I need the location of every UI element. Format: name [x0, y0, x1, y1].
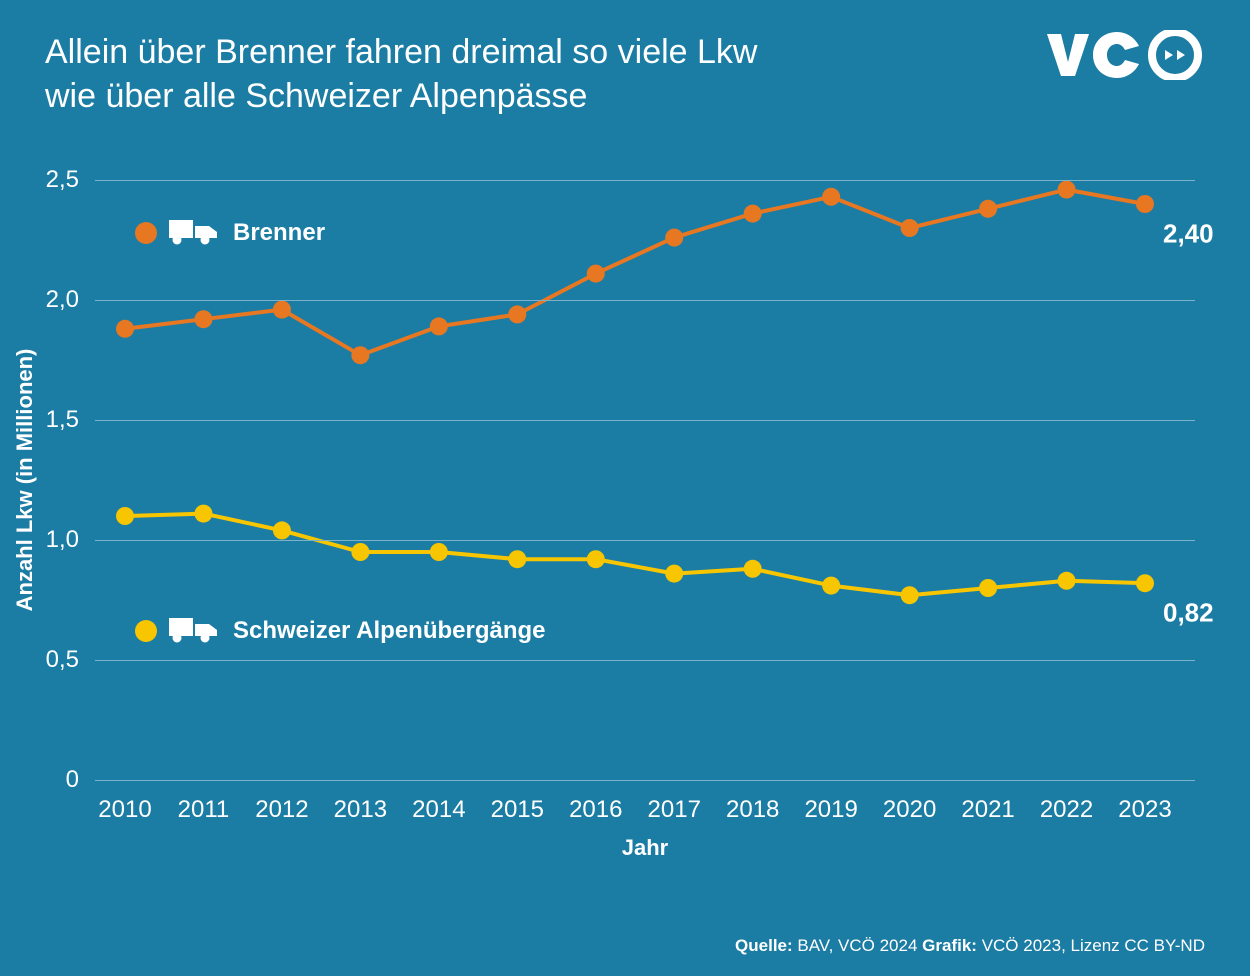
- xtick-label: 2022: [1040, 780, 1093, 824]
- chart-card: Allein über Brenner fahren dreimal so vi…: [0, 0, 1250, 976]
- legend-dot-icon: [135, 222, 157, 244]
- series-marker-schweiz: [116, 507, 134, 525]
- series-marker-schweiz: [901, 586, 919, 604]
- series-marker-schweiz: [979, 579, 997, 597]
- series-marker-brenner: [351, 346, 369, 364]
- xtick-label: 2019: [804, 780, 857, 824]
- chart-title: Allein über Brenner fahren dreimal so vi…: [45, 30, 757, 118]
- grafik-value: VCÖ 2023, Lizenz CC BY-ND: [982, 936, 1205, 955]
- xtick-label: 2023: [1118, 780, 1171, 824]
- quelle-value: BAV, VCÖ 2024: [797, 936, 917, 955]
- series-marker-schweiz: [744, 560, 762, 578]
- series-marker-brenner: [979, 200, 997, 218]
- end-label-schweiz: 0,82: [1163, 598, 1214, 629]
- legend-label: Schweizer Alpenübergänge: [233, 617, 546, 645]
- end-label-brenner: 2,40: [1163, 219, 1214, 250]
- ytick-label: 1,5: [46, 406, 95, 434]
- series-marker-brenner: [665, 229, 683, 247]
- series-marker-brenner: [822, 188, 840, 206]
- xtick-label: 2018: [726, 780, 779, 824]
- legend-dot-icon: [135, 620, 157, 642]
- plot-area: Anzahl Lkw (in Millionen) Jahr 00,51,01,…: [95, 180, 1195, 780]
- series-marker-schweiz: [194, 505, 212, 523]
- series-marker-schweiz: [1136, 574, 1154, 592]
- legend-item-brenner: Brenner: [135, 214, 325, 251]
- series-marker-schweiz: [430, 543, 448, 561]
- series-marker-brenner: [587, 265, 605, 283]
- series-marker-schweiz: [273, 521, 291, 539]
- series-marker-brenner: [116, 320, 134, 338]
- xtick-label: 2021: [961, 780, 1014, 824]
- series-marker-schweiz: [508, 550, 526, 568]
- series-marker-brenner: [1136, 195, 1154, 213]
- gridline: [95, 540, 1195, 541]
- series-marker-brenner: [744, 205, 762, 223]
- ytick-label: 1,0: [46, 526, 95, 554]
- ytick-label: 0: [66, 766, 95, 794]
- vcoe-logo: [1045, 30, 1205, 85]
- xtick-label: 2020: [883, 780, 936, 824]
- x-axis-label: Jahr: [622, 835, 668, 861]
- xtick-label: 2011: [178, 780, 230, 824]
- series-marker-brenner: [194, 310, 212, 328]
- truck-icon: [169, 214, 221, 251]
- ytick-label: 2,0: [46, 286, 95, 314]
- legend-item-schweiz: Schweizer Alpenübergänge: [135, 612, 546, 649]
- xtick-label: 2015: [491, 780, 544, 824]
- gridline: [95, 180, 1195, 181]
- series-marker-brenner: [273, 301, 291, 319]
- gridline: [95, 660, 1195, 661]
- series-marker-brenner: [901, 219, 919, 237]
- series-marker-brenner: [508, 305, 526, 323]
- gridline: [95, 420, 1195, 421]
- y-axis-label: Anzahl Lkw (in Millionen): [12, 349, 38, 612]
- chart-svg: [95, 180, 1195, 780]
- quelle-label: Quelle:: [735, 936, 793, 955]
- series-marker-brenner: [430, 317, 448, 335]
- gridline: [95, 300, 1195, 301]
- xtick-label: 2017: [648, 780, 701, 824]
- legend-label: Brenner: [233, 219, 325, 247]
- grafik-label: Grafik:: [922, 936, 977, 955]
- ytick-label: 0,5: [46, 646, 95, 674]
- chart-footer: Quelle: BAV, VCÖ 2024 Grafik: VCÖ 2023, …: [735, 936, 1205, 956]
- series-marker-schweiz: [1058, 572, 1076, 590]
- series-marker-schweiz: [822, 577, 840, 595]
- series-marker-schweiz: [587, 550, 605, 568]
- series-marker-schweiz: [351, 543, 369, 561]
- series-marker-brenner: [1058, 181, 1076, 199]
- xtick-label: 2013: [334, 780, 387, 824]
- xtick-label: 2014: [412, 780, 465, 824]
- xtick-label: 2012: [255, 780, 308, 824]
- series-marker-schweiz: [665, 565, 683, 583]
- ytick-label: 2,5: [46, 166, 95, 194]
- xtick-label: 2016: [569, 780, 622, 824]
- truck-icon: [169, 612, 221, 649]
- xtick-label: 2010: [98, 780, 151, 824]
